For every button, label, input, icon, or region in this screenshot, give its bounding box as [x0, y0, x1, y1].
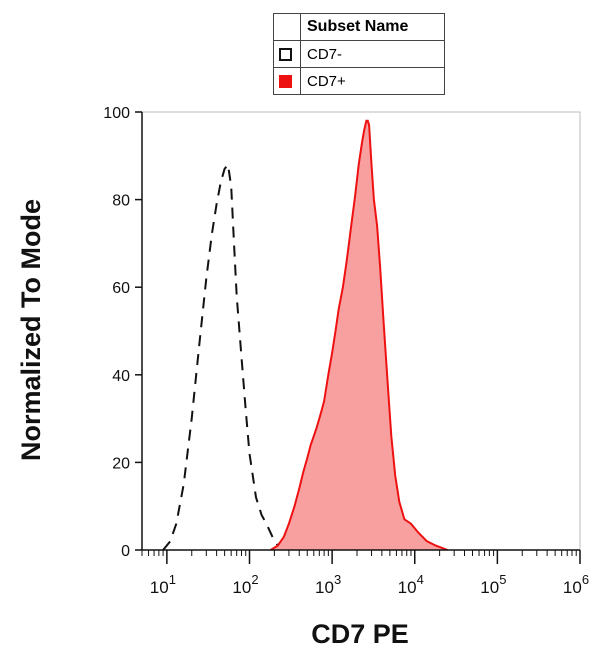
- y-tick-label: 100: [103, 105, 130, 122]
- x-tick-label: 102: [232, 572, 258, 597]
- y-tick-label: 0: [121, 543, 130, 560]
- series-layer: [162, 119, 448, 551]
- legend-swatch-cd7-pos: [279, 75, 292, 89]
- y-tick-label: 60: [112, 280, 130, 297]
- series-line-cd7-neg: [162, 162, 284, 551]
- legend-label-cd7-pos: CD7+: [300, 67, 445, 95]
- x-tick-label: 103: [315, 572, 341, 597]
- x-axis-label: CD7 PE: [311, 619, 409, 649]
- x-tick-label: 104: [398, 572, 424, 597]
- y-tick-label: 80: [112, 193, 130, 210]
- y-tick-label: 20: [112, 455, 130, 472]
- legend-item-cd7-pos: CD7+: [273, 67, 445, 95]
- legend-header: Subset Name: [300, 13, 445, 41]
- legend: Subset Name CD7- CD7+: [273, 13, 445, 95]
- series-area-cd7-negpos: [270, 120, 448, 551]
- x-tick-label: 101: [150, 572, 176, 597]
- y-tick-label: 40: [112, 368, 130, 385]
- axes-layer: 0 20 40 60 80 100 101 102 103 104 105 106: [103, 105, 589, 597]
- x-tick-label: 106: [563, 572, 589, 597]
- legend-label-cd7-neg: CD7-: [300, 40, 445, 68]
- y-axis-label: Normalized To Mode: [16, 199, 46, 461]
- series-line-cd7-negpos: [270, 119, 448, 551]
- legend-header-row: Subset Name: [273, 13, 445, 41]
- x-tick-label: 105: [480, 572, 506, 597]
- legend-swatch-cd7-neg: [279, 48, 292, 62]
